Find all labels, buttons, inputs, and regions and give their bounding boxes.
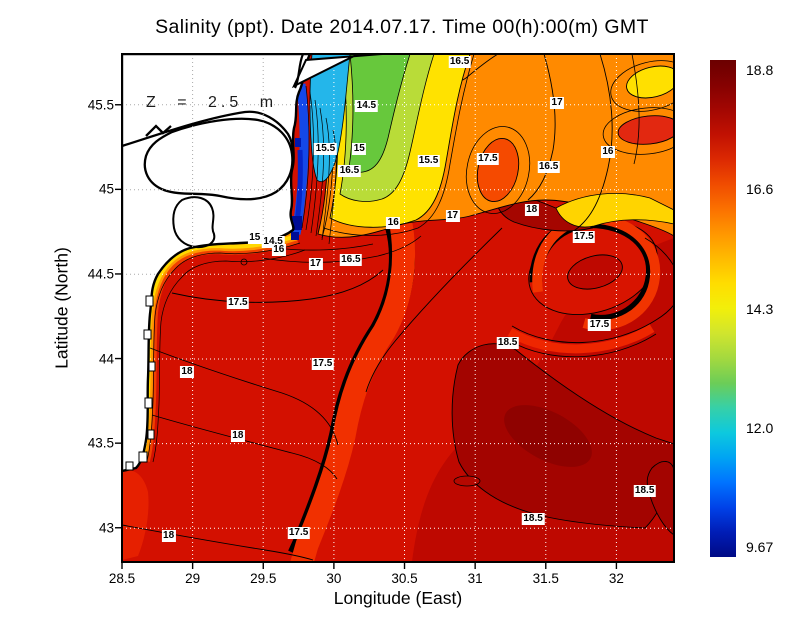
plot-title: Salinity (ppt). Date 2014.07.17. Time 00… <box>155 16 649 38</box>
plot-border <box>121 53 675 563</box>
eddy <box>507 213 674 358</box>
max-salinity-region <box>451 343 674 536</box>
depth-annotation: Z = 2.5 m <box>146 94 278 111</box>
fresh-band-meander <box>288 211 416 562</box>
x-axis-label: Longitude (East) <box>333 588 463 608</box>
sea-salinity-field <box>122 54 674 562</box>
delta-spit <box>291 54 385 89</box>
colorbar <box>710 60 736 557</box>
corner-features <box>427 54 674 233</box>
coast-staircase-cells <box>125 295 156 471</box>
yellow-streak <box>555 193 674 228</box>
delta-channel <box>293 54 305 89</box>
axis-tick-marks <box>115 104 618 569</box>
lagoon-outlines <box>122 110 294 249</box>
plume-contour-fan <box>301 85 337 245</box>
y-axis-label: Latitude (North) <box>51 247 72 369</box>
